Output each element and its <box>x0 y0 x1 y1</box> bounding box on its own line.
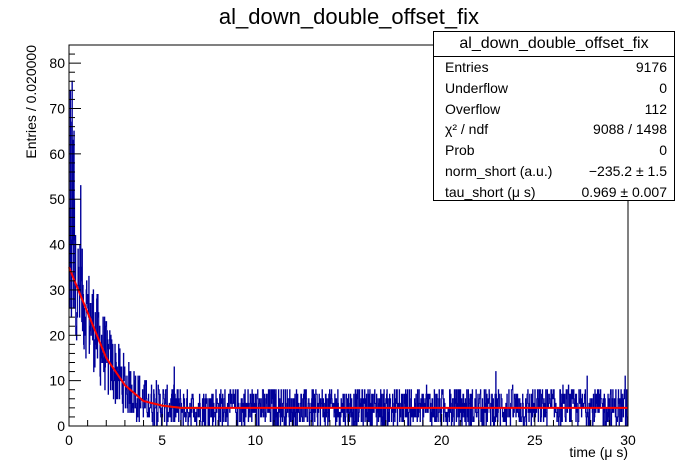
stats-row-entries: Entries 9176 <box>434 57 674 78</box>
axes: 0 5 10 15 20 25 30 0 10 20 30 40 50 60 70 80 <box>49 53 636 448</box>
x-tick-label: 20 <box>434 432 450 448</box>
stats-label: Entries <box>445 59 489 75</box>
x-axis-label: time (μ s) <box>569 444 628 460</box>
stats-box: al_down_double_offset_fix Entries 9176 U… <box>433 31 675 201</box>
stats-value: 0 <box>659 79 667 96</box>
stats-row-underflow: Underflow 0 <box>434 78 674 99</box>
stats-value: 9088 / 1498 <box>593 121 667 138</box>
stats-value: −235.2 ± 1.5 <box>588 162 667 179</box>
y-tick-label: 80 <box>49 55 65 71</box>
stats-value: 9176 <box>635 59 667 75</box>
stats-value: 0 <box>659 142 667 159</box>
y-tick-label: 50 <box>49 191 65 207</box>
stats-label: χ² / ndf <box>445 121 489 138</box>
chart-title: al_down_double_offset_fix <box>218 4 480 29</box>
y-tick-label: 70 <box>49 101 65 117</box>
y-tick-label: 40 <box>49 237 65 253</box>
x-tick-label: 10 <box>248 432 264 448</box>
x-tick-label: 5 <box>158 432 166 448</box>
x-tick-label: 15 <box>341 432 357 448</box>
y-tick-label: 20 <box>49 327 65 343</box>
stats-label: Prob <box>445 142 475 159</box>
stats-row-prob: Prob 0 <box>434 140 674 161</box>
y-axis-label: Entries / 0.020000 <box>23 45 39 159</box>
x-tick-label: 25 <box>527 432 543 448</box>
histogram-series <box>68 80 629 427</box>
x-tick-label: 30 <box>620 432 636 448</box>
stats-row-overflow: Overflow 112 <box>434 99 674 120</box>
y-tick-label: 10 <box>49 373 65 389</box>
x-tick-label: 0 <box>65 432 73 448</box>
stats-row-norm-short: norm_short (a.u.) −235.2 ± 1.5 <box>434 161 674 182</box>
stats-row-tau-short: tau_short (μ s) 0.969 ± 0.007 <box>434 182 674 203</box>
stats-row-chi2: χ² / ndf 9088 / 1498 <box>434 119 674 140</box>
stats-label: Overflow <box>445 100 501 117</box>
plot-content <box>68 80 629 427</box>
y-tick-label: 0 <box>57 418 65 434</box>
stats-value: 0.969 ± 0.007 <box>581 183 667 200</box>
stats-label: tau_short (μ s) <box>445 183 536 200</box>
stats-value: 112 <box>644 100 667 117</box>
stats-label: Underflow <box>445 79 509 96</box>
stats-box-title: al_down_double_offset_fix <box>434 32 674 57</box>
y-tick-label: 30 <box>49 282 65 298</box>
fit-curve <box>68 266 628 409</box>
stats-label: norm_short (a.u.) <box>445 162 553 179</box>
y-tick-label: 60 <box>49 146 65 162</box>
